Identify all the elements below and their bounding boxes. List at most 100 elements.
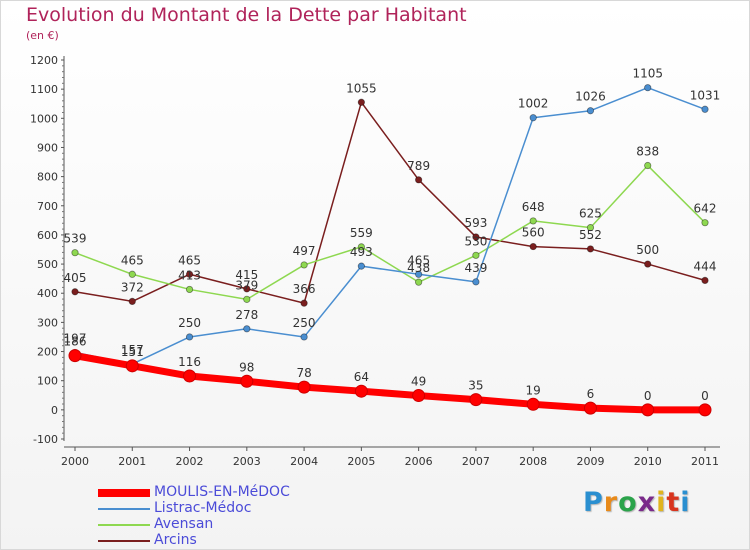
chart-title: Evolution du Montant de la Dette par Hab…	[26, 4, 467, 26]
data-point	[529, 242, 537, 251]
data-point	[529, 114, 537, 122]
x-tick-label: 2008	[519, 455, 547, 468]
y-minor-tick	[62, 240, 64, 242]
data-label: 372	[121, 280, 144, 294]
data-label: 465	[121, 253, 144, 267]
y-minor-tick	[62, 228, 64, 230]
series-line	[74, 164, 706, 301]
y-minor-tick	[62, 339, 64, 341]
data-label: 278	[235, 308, 258, 322]
x-tick-label: 2001	[118, 455, 146, 468]
y-minor-tick	[62, 415, 64, 417]
data-label: 559	[350, 226, 373, 240]
data-label: 789	[407, 159, 430, 173]
data-label: 78	[296, 366, 311, 380]
data-label: 366	[293, 282, 316, 296]
x-tick-label: 2006	[405, 455, 433, 468]
data-point	[240, 374, 254, 388]
data-label: 6	[587, 387, 595, 401]
y-tick-label: 200	[37, 346, 58, 359]
y-tick-label: 700	[37, 200, 58, 213]
x-tick-label: 2011	[691, 455, 719, 468]
data-label: 1031	[690, 88, 721, 102]
data-point	[128, 297, 136, 305]
data-point	[586, 224, 595, 232]
logo-letter: i	[656, 487, 667, 518]
x-tick-label: 2000	[61, 455, 89, 468]
data-point	[243, 325, 251, 333]
data-label: 560	[522, 226, 545, 240]
data-label: 197	[64, 331, 87, 345]
logo-letter: i	[680, 487, 691, 518]
data-point	[68, 349, 82, 363]
y-minor-tick	[62, 100, 64, 102]
y-tick-label: 600	[37, 229, 58, 242]
y-minor-tick	[62, 193, 64, 195]
y-minor-tick	[62, 403, 64, 405]
legend-label: Arcins	[154, 532, 197, 548]
data-point	[357, 243, 365, 251]
y-minor-tick	[62, 222, 64, 224]
data-label: 413	[178, 268, 201, 282]
data-point	[357, 262, 365, 270]
y-minor-tick	[62, 386, 64, 388]
y-minor-tick	[62, 65, 64, 67]
y-minor-tick	[62, 298, 64, 300]
data-label: 0	[644, 389, 652, 403]
legend-item: MOULIS-EN-MéDOC	[98, 484, 398, 501]
data-label: 35	[468, 379, 483, 393]
data-label: 838	[636, 145, 659, 159]
y-minor-tick	[62, 327, 64, 329]
chart-subtitle: (en €)	[26, 29, 59, 42]
y-minor-tick	[62, 181, 64, 183]
legend-item: Listrac-Médoc	[98, 500, 398, 517]
data-point	[300, 261, 308, 269]
y-minor-tick	[62, 246, 64, 248]
y-minor-tick	[62, 164, 64, 166]
y-minor-tick	[62, 275, 64, 277]
y-tick-label: 1100	[30, 83, 58, 96]
y-tick-label: 800	[37, 171, 58, 184]
data-label: 552	[579, 228, 602, 242]
legend-swatch	[98, 540, 150, 542]
data-label: 593	[464, 216, 487, 230]
y-minor-tick	[62, 316, 64, 318]
logo-letter: t	[666, 487, 681, 518]
y-minor-tick	[62, 391, 64, 393]
logo-letter: o	[618, 487, 638, 518]
legend-label: MOULIS-EN-MéDOC	[154, 484, 290, 500]
x-tick-label: 2003	[233, 455, 261, 468]
x-tick-label: 2009	[576, 455, 604, 468]
y-tick-label: 500	[37, 258, 58, 271]
x-tick-label: 2007	[462, 455, 490, 468]
y-tick-label: 300	[37, 316, 58, 329]
data-point	[583, 401, 597, 415]
data-label: 98	[239, 360, 254, 374]
data-point	[300, 333, 308, 341]
y-tick-label: 400	[37, 287, 58, 300]
legend-swatch	[98, 508, 150, 510]
y-minor-tick	[62, 187, 64, 189]
data-point	[185, 333, 194, 341]
y-minor-tick	[62, 421, 64, 423]
y-minor-tick	[62, 82, 64, 84]
y-minor-tick	[62, 310, 64, 312]
y-minor-tick	[62, 129, 64, 131]
y-minor-tick	[62, 257, 64, 259]
data-label: 465	[178, 253, 201, 267]
data-label: 64	[354, 370, 369, 384]
legend-item: Avensan	[98, 516, 398, 533]
y-minor-tick	[62, 333, 64, 335]
data-point	[469, 393, 483, 407]
data-label: 49	[411, 375, 426, 389]
data-point	[412, 389, 426, 403]
y-minor-tick	[62, 111, 64, 113]
y-minor-tick	[62, 106, 64, 108]
x-tick-label: 2005	[347, 455, 375, 468]
data-point	[526, 397, 540, 411]
data-label: 151	[121, 345, 144, 359]
data-point	[472, 233, 480, 241]
logo-letter: x	[637, 487, 657, 518]
